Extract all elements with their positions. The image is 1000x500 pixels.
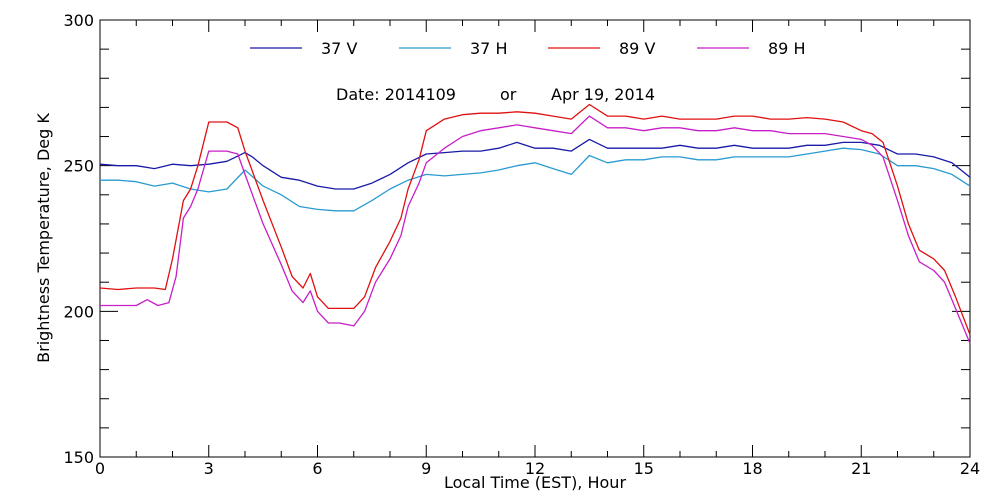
date-label-part1: Date: 2014109 [336, 85, 456, 104]
x-tick-label: 9 [421, 459, 431, 478]
y-tick-label: 150 [63, 448, 94, 467]
series-line-37-h [100, 147, 971, 212]
date-label-part3: Apr 19, 2014 [551, 85, 655, 104]
y-tick-label: 250 [63, 157, 94, 176]
y-tick-label: 300 [63, 11, 94, 30]
legend-label: 89 V [619, 39, 655, 58]
x-tick-label: 24 [960, 459, 980, 478]
x-tick-label: 3 [204, 459, 214, 478]
x-tick-label: 12 [525, 459, 545, 478]
series-line-89-h [100, 115, 971, 344]
x-tick-label: 0 [95, 459, 105, 478]
axis-ticks [99, 19, 971, 458]
date-label-part2: or [500, 85, 517, 104]
x-tick-label: 21 [851, 459, 871, 478]
y-axis-title: Brightness Temperature, Deg K [34, 113, 53, 363]
x-tick-label: 18 [742, 459, 762, 478]
plot-frame [99, 19, 971, 458]
legend-label: 89 H [768, 39, 805, 58]
x-tick-label: 15 [634, 459, 654, 478]
axis-tick-labels: 0 3 6 9 12 15 18 21 24 150 200 250 300 [63, 11, 980, 478]
legend-label: 37 V [321, 39, 357, 58]
legend-label: 37 H [470, 39, 507, 58]
series-line-89-v [99, 103, 971, 335]
series-line-37-v [99, 138, 971, 190]
x-tick-label: 6 [312, 459, 322, 478]
y-tick-label: 200 [63, 302, 94, 321]
series-lines [99, 103, 971, 344]
x-axis-title: Local Time (EST), Hour [444, 473, 626, 492]
legend: 37 V 37 H 89 V 89 H [250, 39, 805, 58]
